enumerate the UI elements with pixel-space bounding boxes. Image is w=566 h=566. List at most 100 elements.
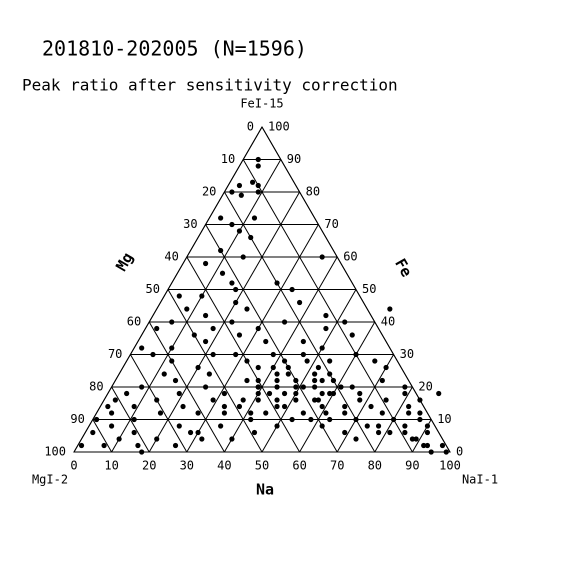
- data-point: [289, 416, 295, 423]
- data-point: [244, 358, 250, 364]
- data-point: [357, 397, 363, 403]
- data-point: [236, 403, 243, 410]
- data-point: [353, 351, 359, 358]
- data-point: [250, 179, 256, 185]
- data-point: [169, 319, 175, 325]
- grid-line: [148, 321, 225, 453]
- data-point: [93, 416, 100, 423]
- data-point: [244, 377, 250, 384]
- grid-line: [111, 159, 282, 453]
- grid-line: [167, 289, 263, 453]
- data-point: [281, 358, 288, 364]
- data-point: [289, 286, 295, 293]
- mg-tick-label: 0: [247, 120, 254, 134]
- data-point: [327, 371, 333, 377]
- data-point: [312, 397, 318, 403]
- data-point: [157, 410, 164, 416]
- data-point: [101, 442, 107, 449]
- data-point: [319, 377, 325, 384]
- data-point: [187, 429, 194, 436]
- data-point: [176, 293, 182, 299]
- fe-tick-label: 20: [418, 380, 432, 394]
- data-point: [172, 442, 179, 449]
- data-point: [199, 436, 205, 442]
- data-point: [161, 371, 167, 377]
- data-point: [417, 416, 423, 423]
- na-tick-label: 0: [70, 459, 77, 473]
- data-point: [327, 416, 333, 423]
- data-point: [402, 384, 408, 390]
- data-point: [150, 351, 156, 358]
- data-point: [349, 332, 355, 338]
- data-point: [424, 429, 431, 436]
- data-point: [219, 270, 226, 276]
- data-point: [109, 423, 115, 429]
- data-point: [368, 403, 374, 410]
- data-point: [210, 325, 216, 332]
- na-tick-label: 20: [142, 459, 156, 473]
- data-point: [383, 397, 389, 403]
- data-point: [364, 423, 370, 429]
- data-point: [203, 384, 209, 390]
- data-point: [338, 384, 344, 390]
- data-point: [421, 442, 427, 449]
- data-point: [281, 319, 288, 325]
- data-point: [131, 416, 137, 423]
- data-point: [327, 390, 333, 397]
- data-point: [357, 390, 363, 397]
- fe-tick-label: 100: [268, 120, 290, 134]
- fe-tick-label: 10: [437, 412, 451, 426]
- data-point: [439, 442, 446, 449]
- data-point: [203, 338, 209, 345]
- data-point: [383, 364, 389, 371]
- data-point: [353, 416, 359, 423]
- data-point: [244, 306, 250, 312]
- data-point: [304, 358, 310, 364]
- data-point: [293, 390, 299, 397]
- data-point: [210, 397, 216, 403]
- data-point: [312, 377, 318, 384]
- data-point: [203, 312, 209, 319]
- data-point: [428, 449, 434, 455]
- data-point: [240, 254, 246, 260]
- na-tick-label: 50: [255, 459, 269, 473]
- data-point: [417, 410, 423, 416]
- data-point: [319, 403, 325, 410]
- fe-tick-label: 90: [287, 152, 301, 166]
- data-point: [406, 410, 412, 416]
- data-point: [443, 449, 449, 455]
- data-point: [342, 410, 348, 416]
- data-point: [229, 189, 235, 195]
- data-point: [240, 397, 246, 403]
- data-point: [315, 364, 321, 371]
- data-point: [78, 442, 85, 449]
- data-point: [199, 293, 205, 299]
- data-point: [308, 416, 314, 423]
- data-point: [255, 325, 261, 332]
- na-tick-label: 70: [330, 459, 344, 473]
- grid-line: [186, 256, 301, 453]
- data-point: [270, 351, 276, 358]
- data-point: [274, 384, 280, 390]
- data-point: [169, 358, 175, 364]
- data-point: [319, 254, 325, 260]
- data-point: [424, 442, 431, 449]
- chart-title: 201810-202005 (N=1596): [42, 37, 307, 61]
- data-point: [323, 325, 329, 332]
- data-point: [248, 234, 254, 241]
- data-point: [203, 260, 209, 267]
- data-point: [233, 286, 239, 293]
- data-point: [353, 436, 359, 442]
- data-point: [112, 397, 118, 403]
- data-point: [402, 429, 408, 436]
- data-point: [109, 410, 115, 416]
- vertex-label: NaI-1: [462, 473, 498, 487]
- data-point: [195, 364, 201, 371]
- grid-line: [111, 386, 150, 453]
- data-point: [274, 377, 280, 384]
- vertex-label: MgI-2: [32, 473, 68, 487]
- data-point: [176, 390, 182, 397]
- mg-tick-label: 60: [127, 315, 141, 329]
- data-point: [342, 429, 348, 436]
